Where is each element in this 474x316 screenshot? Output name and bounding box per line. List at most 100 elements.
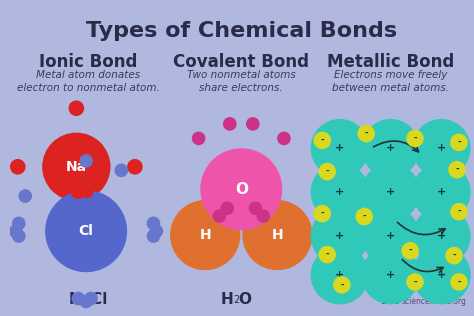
Circle shape (333, 276, 351, 294)
Text: -: - (408, 246, 412, 255)
Circle shape (356, 208, 373, 225)
Circle shape (412, 246, 471, 304)
Circle shape (12, 229, 26, 243)
Circle shape (246, 117, 260, 131)
Text: -: - (413, 277, 417, 287)
Circle shape (361, 207, 420, 265)
Text: 2: 2 (233, 295, 239, 305)
Text: H: H (200, 228, 211, 242)
Circle shape (150, 224, 163, 238)
Text: -: - (340, 280, 344, 289)
Circle shape (412, 163, 471, 222)
Circle shape (310, 163, 369, 222)
Circle shape (79, 154, 93, 168)
Circle shape (146, 216, 160, 230)
Text: -: - (325, 250, 329, 259)
Circle shape (9, 224, 23, 238)
Circle shape (256, 209, 270, 223)
Circle shape (412, 119, 471, 178)
Circle shape (192, 131, 205, 145)
Text: H: H (272, 228, 283, 242)
Text: +: + (386, 143, 395, 153)
Text: -: - (325, 167, 329, 176)
Circle shape (223, 117, 237, 131)
Circle shape (212, 209, 226, 223)
Circle shape (406, 273, 424, 291)
Circle shape (310, 246, 369, 304)
Circle shape (448, 161, 466, 179)
Circle shape (242, 200, 312, 270)
Text: +: + (437, 231, 446, 241)
Text: -: - (457, 207, 461, 216)
Text: Cl: Cl (79, 224, 93, 238)
Circle shape (357, 125, 375, 143)
Text: -: - (413, 134, 417, 143)
Circle shape (319, 163, 336, 180)
Circle shape (71, 183, 86, 199)
Text: -: - (457, 138, 461, 147)
Text: Two nonmetal atoms
share electrons.: Two nonmetal atoms share electrons. (187, 70, 296, 93)
Text: Metal atom donates
electron to nonmetal atom.: Metal atom donates electron to nonmetal … (17, 70, 159, 93)
Circle shape (12, 216, 26, 230)
Text: -: - (320, 136, 324, 145)
Text: sciencenotes.org: sciencenotes.org (402, 297, 467, 306)
Text: -: - (455, 165, 459, 174)
Text: +: + (437, 187, 446, 197)
Text: O: O (239, 292, 252, 307)
Circle shape (310, 119, 369, 178)
Text: -: - (452, 251, 456, 260)
Circle shape (412, 207, 471, 265)
Circle shape (18, 189, 32, 203)
Text: +: + (386, 270, 395, 280)
Circle shape (277, 131, 291, 145)
Text: Ionic Bond: Ionic Bond (39, 52, 137, 70)
Text: -: - (457, 277, 461, 287)
Text: Fe: Fe (381, 292, 401, 307)
Circle shape (361, 163, 420, 222)
Circle shape (69, 100, 84, 116)
Circle shape (42, 133, 110, 201)
Circle shape (319, 246, 336, 264)
Circle shape (84, 292, 98, 305)
Text: O: O (235, 182, 248, 197)
Text: Electrons move freely
between metal atoms.: Electrons move freely between metal atom… (332, 70, 449, 93)
Text: +: + (335, 231, 345, 241)
Circle shape (310, 207, 369, 265)
Circle shape (10, 159, 26, 175)
Text: +: + (386, 187, 395, 197)
Text: +: + (437, 270, 446, 280)
Text: +: + (335, 270, 345, 280)
Circle shape (72, 292, 85, 305)
Circle shape (114, 163, 128, 177)
Circle shape (445, 247, 463, 264)
Text: -: - (320, 209, 324, 218)
Circle shape (79, 295, 93, 308)
Circle shape (170, 200, 240, 270)
Circle shape (80, 184, 94, 198)
Text: Metallic Bond: Metallic Bond (327, 52, 454, 70)
Text: Types of Chemical Bonds: Types of Chemical Bonds (86, 21, 397, 41)
Circle shape (361, 119, 420, 178)
Circle shape (450, 134, 468, 151)
Circle shape (313, 132, 331, 149)
Circle shape (401, 242, 419, 259)
Text: NaCl: NaCl (68, 292, 108, 307)
Circle shape (450, 273, 468, 291)
Circle shape (220, 201, 234, 215)
Text: Covalent Bond: Covalent Bond (173, 52, 310, 70)
Circle shape (45, 190, 127, 272)
Circle shape (201, 148, 283, 230)
Text: H: H (220, 292, 233, 307)
Text: -: - (363, 212, 366, 221)
Circle shape (406, 130, 424, 147)
Text: +: + (335, 187, 345, 197)
Circle shape (361, 246, 420, 304)
Text: +: + (386, 231, 395, 241)
Circle shape (450, 203, 468, 221)
Text: Na: Na (66, 160, 87, 174)
Text: +: + (437, 143, 446, 153)
Circle shape (249, 201, 262, 215)
Circle shape (313, 205, 331, 222)
Circle shape (146, 229, 160, 243)
Text: -: - (365, 129, 368, 138)
